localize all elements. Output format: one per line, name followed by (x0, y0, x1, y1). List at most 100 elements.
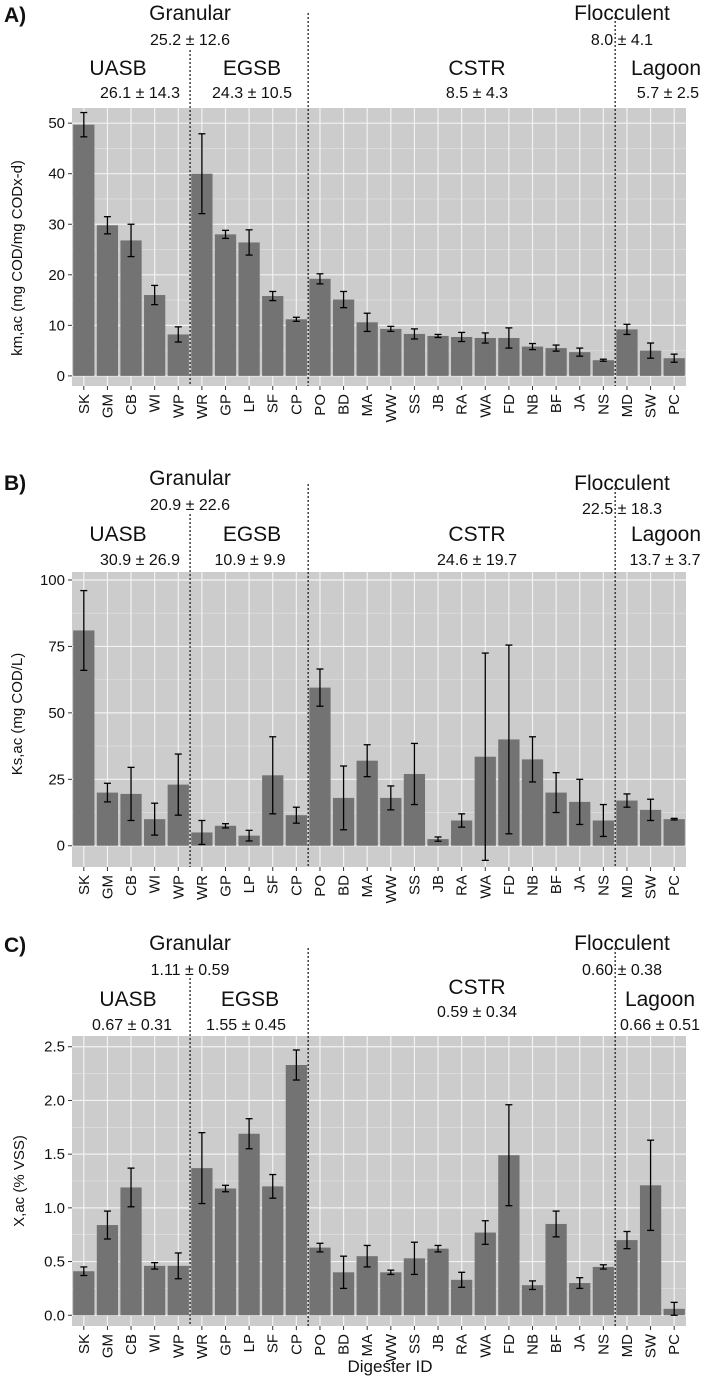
error-bar-cb (127, 1167, 135, 1208)
error-bar-sw (647, 342, 655, 359)
y-tick-label: 75 (48, 638, 65, 655)
y-tick-label: 30 (48, 216, 65, 233)
x-tick-label-ma: MA (359, 875, 376, 898)
cstr-label-a: CSTR (448, 57, 505, 80)
bar-wp (167, 334, 189, 376)
error-bar-ra (458, 1271, 466, 1288)
error-bar-gm (103, 782, 111, 803)
lagoon-stat-a: 5.7 ± 2.5 (637, 85, 699, 102)
bar-ra (451, 820, 473, 846)
y-tick-label: 0.5 (44, 1254, 65, 1271)
error-bar-md (623, 1230, 631, 1250)
bar-po (309, 278, 331, 376)
error-bar-lp (245, 829, 253, 842)
error-bar-fd (505, 644, 513, 835)
x-tick-label-cb: CB (123, 875, 140, 896)
panel-label-a: A) (4, 4, 26, 27)
bar-gm (96, 1225, 119, 1316)
x-tick-label-po: PO (312, 1334, 329, 1356)
x-tick-label-ww: WW (383, 874, 400, 903)
error-bar-ww (387, 1269, 395, 1276)
error-bar-bd (340, 290, 348, 309)
y-tick-label: 0 (57, 838, 65, 855)
panel-c: C) Granular 1.11 ± 0.59 Flocculent 0.60 … (4, 932, 700, 1376)
x-tick-label-gm: GM (99, 1334, 116, 1358)
panel-label-c: C) (4, 934, 26, 957)
bar-bf (545, 792, 567, 846)
x-tick-label-ra: RA (454, 1334, 471, 1355)
error-bar-wr (198, 819, 206, 846)
x-tick-label-gp: GP (218, 1334, 235, 1356)
y-tick-label: 20 (48, 267, 65, 284)
bar-gp (214, 1188, 237, 1316)
y-tick-label: 0 (57, 368, 65, 385)
panel-a: A) Granular 25.2 ± 12.6 Flocculent 8.0 ±… (4, 2, 701, 422)
error-bar-cp (292, 316, 300, 322)
error-bar-lp (245, 229, 253, 256)
error-bar-wi (151, 284, 159, 306)
y-tick-label: 2.0 (44, 1092, 65, 1109)
error-bar-ss (410, 1241, 418, 1276)
bar-ns (592, 1266, 614, 1316)
x-tick-label-jb: JB (430, 1334, 447, 1352)
bar-sf (262, 296, 284, 376)
x-tick-label-ns: NS (595, 875, 612, 896)
bar-ra (451, 1279, 473, 1316)
x-tick-label-ss: SS (406, 875, 423, 895)
error-bar-wp (174, 326, 182, 343)
y-tick-label: 25 (48, 771, 65, 788)
error-bar-md (623, 793, 631, 808)
x-tick-label-bd: BD (336, 875, 353, 896)
x-tick-label-jb: JB (430, 875, 447, 893)
bar-cp (285, 1065, 307, 1316)
error-bar-wa (481, 652, 489, 862)
x-tick-label-ns: NS (595, 1334, 612, 1355)
error-bar-gp (222, 1184, 229, 1193)
x-tick-label-wp: WP (170, 1334, 187, 1358)
y-tick-label: 10 (48, 317, 65, 334)
error-bar-po (316, 668, 324, 707)
lagoon-label-a: Lagoon (631, 57, 701, 80)
bar-lp (238, 1133, 260, 1316)
error-bar-gm (103, 216, 111, 235)
error-bar-ra (458, 813, 466, 828)
error-bar-bf (552, 772, 560, 814)
bar-md (616, 329, 638, 376)
bar-sw (639, 809, 662, 846)
error-bar-ss (410, 328, 418, 340)
x-tick-label-sf: SF (265, 1334, 282, 1353)
uasb-label-a: UASB (89, 57, 146, 80)
panel-label-b: B) (4, 472, 26, 495)
bar-ww (380, 797, 402, 846)
error-bar-wa (481, 1220, 489, 1246)
bar-cb (120, 240, 142, 376)
bar-cp (285, 319, 307, 376)
x-tick-label-sf: SF (265, 394, 282, 413)
flocculent-label-b: Flocculent (574, 472, 670, 495)
cstr-stat-b: 24.6 ± 19.7 (437, 552, 517, 569)
error-bar-ja (576, 778, 584, 826)
x-tick-label-ww: WW (383, 1333, 400, 1362)
error-bar-jb (434, 1244, 442, 1253)
error-bar-lp (245, 1118, 253, 1150)
lagoon-stat-c: 0.66 ± 0.51 (620, 1017, 700, 1034)
x-tick-label-md: MD (619, 1334, 636, 1357)
error-bar-bd (340, 1255, 348, 1290)
error-bar-ma (363, 1244, 371, 1268)
y-tick-label: 1.0 (44, 1200, 65, 1217)
lagoon-label-c: Lagoon (625, 988, 695, 1011)
bar-sk (73, 1271, 95, 1316)
error-bar-pc (670, 817, 678, 821)
y-tick-label: 2.5 (44, 1039, 65, 1056)
bar-gp (214, 234, 237, 376)
egsb-label-a: EGSB (223, 57, 281, 80)
error-bar-bd (340, 765, 348, 831)
x-tick-label-cp: CP (288, 875, 305, 896)
bar-po (309, 1247, 331, 1316)
x-tick-label-fd: FD (501, 1334, 518, 1354)
bar-lp (238, 242, 260, 376)
bar-fd (498, 337, 520, 376)
x-tick-label-sw: SW (643, 874, 660, 899)
bar-ss (403, 1258, 426, 1316)
x-tick-label-po: PO (312, 875, 329, 897)
